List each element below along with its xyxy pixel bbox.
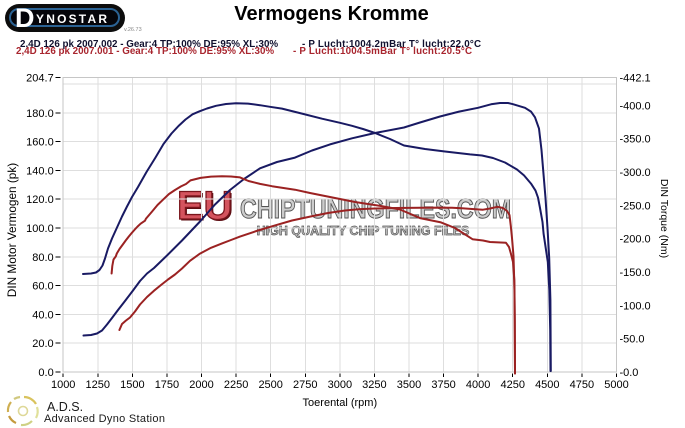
svg-text:2000: 2000 [189,379,213,391]
svg-text:100.0: 100.0 [26,223,54,235]
svg-text:120.0: 120.0 [26,194,54,206]
svg-text:140.0: 140.0 [26,165,54,177]
svg-text:2250: 2250 [224,379,248,391]
svg-text:60.0: 60.0 [32,281,53,293]
svg-text:4500: 4500 [535,379,559,391]
svg-text:3750: 3750 [431,379,455,391]
svg-text:3250: 3250 [362,379,386,391]
svg-text:2500: 2500 [258,379,282,391]
svg-text:20.0: 20.0 [32,338,53,350]
svg-text:DIN Motor Vermogen (pk): DIN Motor Vermogen (pk) [5,163,19,297]
svg-text:2750: 2750 [293,379,317,391]
svg-text:1750: 1750 [155,379,179,391]
svg-text:4250: 4250 [500,379,524,391]
svg-text:1000: 1000 [51,379,75,391]
svg-text:0.0: 0.0 [38,367,53,379]
svg-text:-150.0: -150.0 [619,267,650,279]
svg-text:-400.0: -400.0 [619,100,650,112]
svg-text:4000: 4000 [466,379,490,391]
svg-text:1250: 1250 [86,379,110,391]
svg-text:204.7: 204.7 [26,72,54,84]
svg-text:-250.0: -250.0 [619,200,650,212]
svg-text:5000: 5000 [604,379,628,391]
svg-text:180.0: 180.0 [26,108,54,120]
svg-text:-50.0: -50.0 [619,334,644,346]
svg-text:1500: 1500 [120,379,144,391]
svg-text:-442.1: -442.1 [619,72,650,84]
svg-text:4750: 4750 [570,379,594,391]
svg-text:-100.0: -100.0 [619,300,650,312]
svg-text:-200.0: -200.0 [619,234,650,246]
svg-text:DIN Torque (Nm): DIN Torque (Nm) [658,179,670,258]
svg-text:80.0: 80.0 [32,252,53,264]
svg-text:3500: 3500 [397,379,421,391]
svg-text:40.0: 40.0 [32,309,53,321]
svg-text:-350.0: -350.0 [619,134,650,146]
svg-text:Toerental (rpm): Toerental (rpm) [303,397,378,409]
svg-text:-0.0: -0.0 [619,367,638,379]
svg-text:-300.0: -300.0 [619,167,650,179]
svg-text:160.0: 160.0 [26,137,54,149]
svg-text:3000: 3000 [328,379,352,391]
